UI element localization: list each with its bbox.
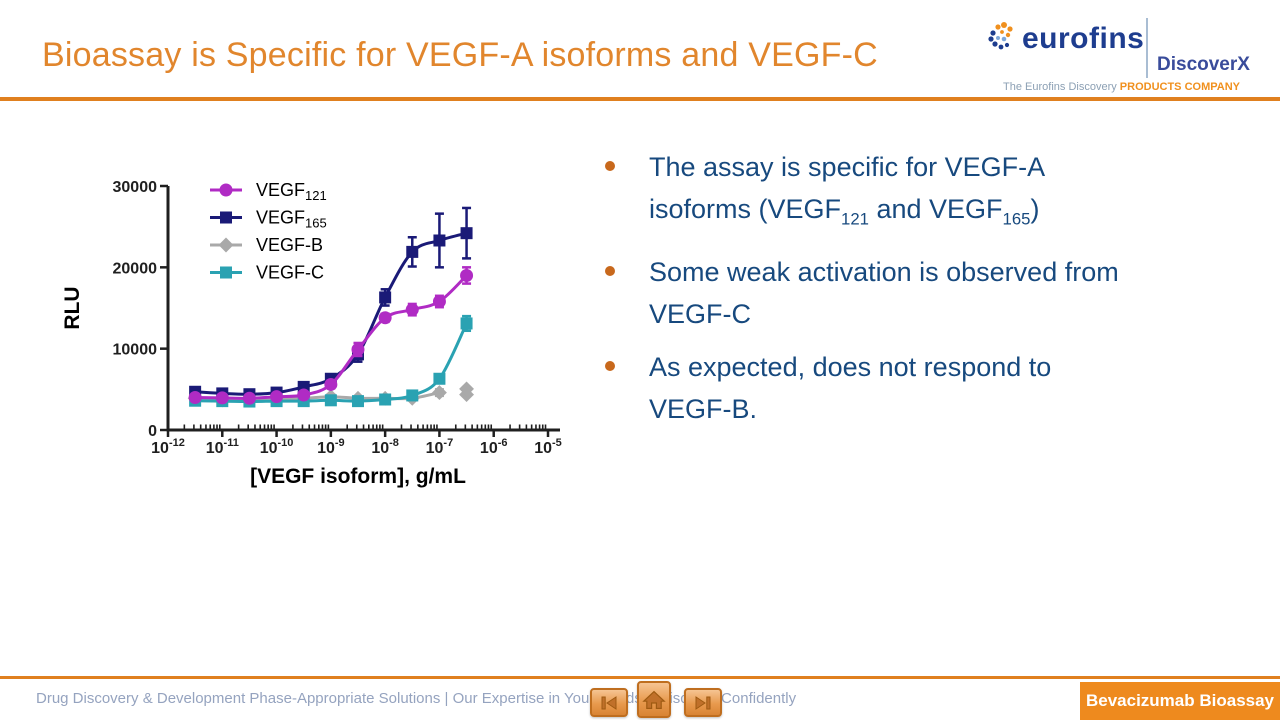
data-point [379, 393, 392, 406]
legend-label: VEGF-C [256, 263, 324, 283]
next-slide-button[interactable] [684, 688, 722, 717]
bullet-list: The assay is specific for VEGF-A isoforms… [605, 146, 1230, 441]
step-backward-icon [601, 695, 617, 710]
legend-item: VEGF165 [210, 208, 327, 231]
logo-brand-text: eurofins [1022, 22, 1145, 55]
x-tick-label: 10-6 [480, 437, 508, 457]
bullet-marker-icon [605, 361, 615, 372]
data-point [431, 385, 447, 401]
x-tick-label: 10-7 [426, 437, 454, 457]
y-tick-label: 20000 [113, 260, 158, 277]
page-title: Bioassay is Specific for VEGF-A isoforms… [42, 36, 878, 74]
y-axis-title: RLU [61, 286, 84, 329]
dose-response-chart: 10-12 10-11 10-10 10-9 10-8 10-7 10-6 10-5 0 1000… [61, 179, 562, 488]
data-point [270, 390, 284, 404]
logo-tagline: The Eurofins Discovery PRODUCTS COMPANY [1000, 81, 1240, 93]
data-point [433, 372, 446, 385]
footer-divider-rule [0, 676, 1280, 679]
data-point [351, 395, 364, 408]
data-point [324, 377, 338, 391]
y-tick-label: 10000 [113, 342, 158, 359]
data-point [460, 268, 474, 282]
legend-label: VEGF165 [256, 208, 327, 231]
data-point [351, 342, 365, 356]
data-point [297, 388, 311, 402]
footer-tagline: Drug Discovery & Development Phase-Appro… [36, 690, 797, 707]
data-point [220, 266, 232, 279]
y-tick-label: 30000 [113, 179, 158, 196]
x-tick-label: 10-5 [534, 437, 562, 457]
logo-divider [1146, 18, 1148, 78]
legend-label: VEGF-B [256, 235, 323, 255]
series-vegf121 [188, 266, 474, 405]
data-point [406, 245, 419, 258]
x-axis-title: [VEGF isoform], g/mL [250, 465, 466, 488]
logo-subbrand-text: DiscoverX [1157, 54, 1250, 75]
bullet-marker-icon [605, 161, 615, 171]
data-point [219, 183, 233, 197]
home-button[interactable] [637, 681, 671, 718]
x-tick-label: 10-8 [371, 437, 399, 457]
bullet-item: As expected, does not respond to VEGF-B. [605, 346, 1230, 430]
data-point [460, 317, 473, 330]
title-divider-rule [0, 97, 1280, 101]
bullet-item: Some weak activation is observed from VEG… [605, 251, 1230, 335]
assay-name-badge: Bevacizumab Bioassay [1080, 682, 1280, 720]
x-tick-label: 10-12 [151, 437, 185, 457]
x-tick-label: 10-11 [206, 437, 239, 457]
legend-item: VEGF121 [210, 180, 327, 203]
home-icon [642, 690, 666, 709]
eurofins-dots-icon [988, 22, 1013, 50]
data-point [324, 394, 337, 407]
x-tick-label: 10-9 [317, 437, 345, 457]
bullet-text: As expected, does not respond to VEGF-B. [649, 352, 1052, 425]
bullet-item: The assay is specific for VEGF-A isoforms… [605, 146, 1230, 240]
bullet-text: The assay is specific for VEGF-A isoforms… [649, 152, 1046, 229]
logo-tagline-bold: PRODUCTS COMPANY [1119, 81, 1240, 93]
previous-slide-button[interactable] [590, 688, 628, 717]
eurofins-discoverx-logo: eurofins DiscoverX The Eurofins Discover… [980, 12, 1250, 96]
logo-tagline-prefix: The Eurofins Discovery [1003, 81, 1120, 93]
data-point [188, 390, 202, 404]
legend-item: VEGF-C [210, 263, 324, 283]
data-point [405, 303, 419, 317]
data-point [406, 389, 419, 402]
data-point [433, 234, 446, 247]
data-point [215, 391, 229, 405]
data-point [220, 211, 232, 224]
y-tick-label: 0 [148, 423, 157, 440]
x-tick-label: 10-10 [260, 437, 294, 457]
bullet-marker-icon [605, 266, 615, 277]
data-point [460, 227, 473, 240]
bullet-text: Some weak activation is observed from VEG… [649, 257, 1119, 330]
data-point [432, 294, 446, 308]
data-point [218, 237, 234, 253]
data-point [378, 311, 392, 325]
legend-label: VEGF121 [256, 180, 327, 203]
legend-item: VEGF-B [210, 235, 323, 255]
data-point [242, 391, 256, 405]
step-forward-icon [695, 695, 711, 710]
data-point [379, 291, 392, 304]
fit-curve [195, 231, 467, 396]
data-point [459, 381, 474, 397]
